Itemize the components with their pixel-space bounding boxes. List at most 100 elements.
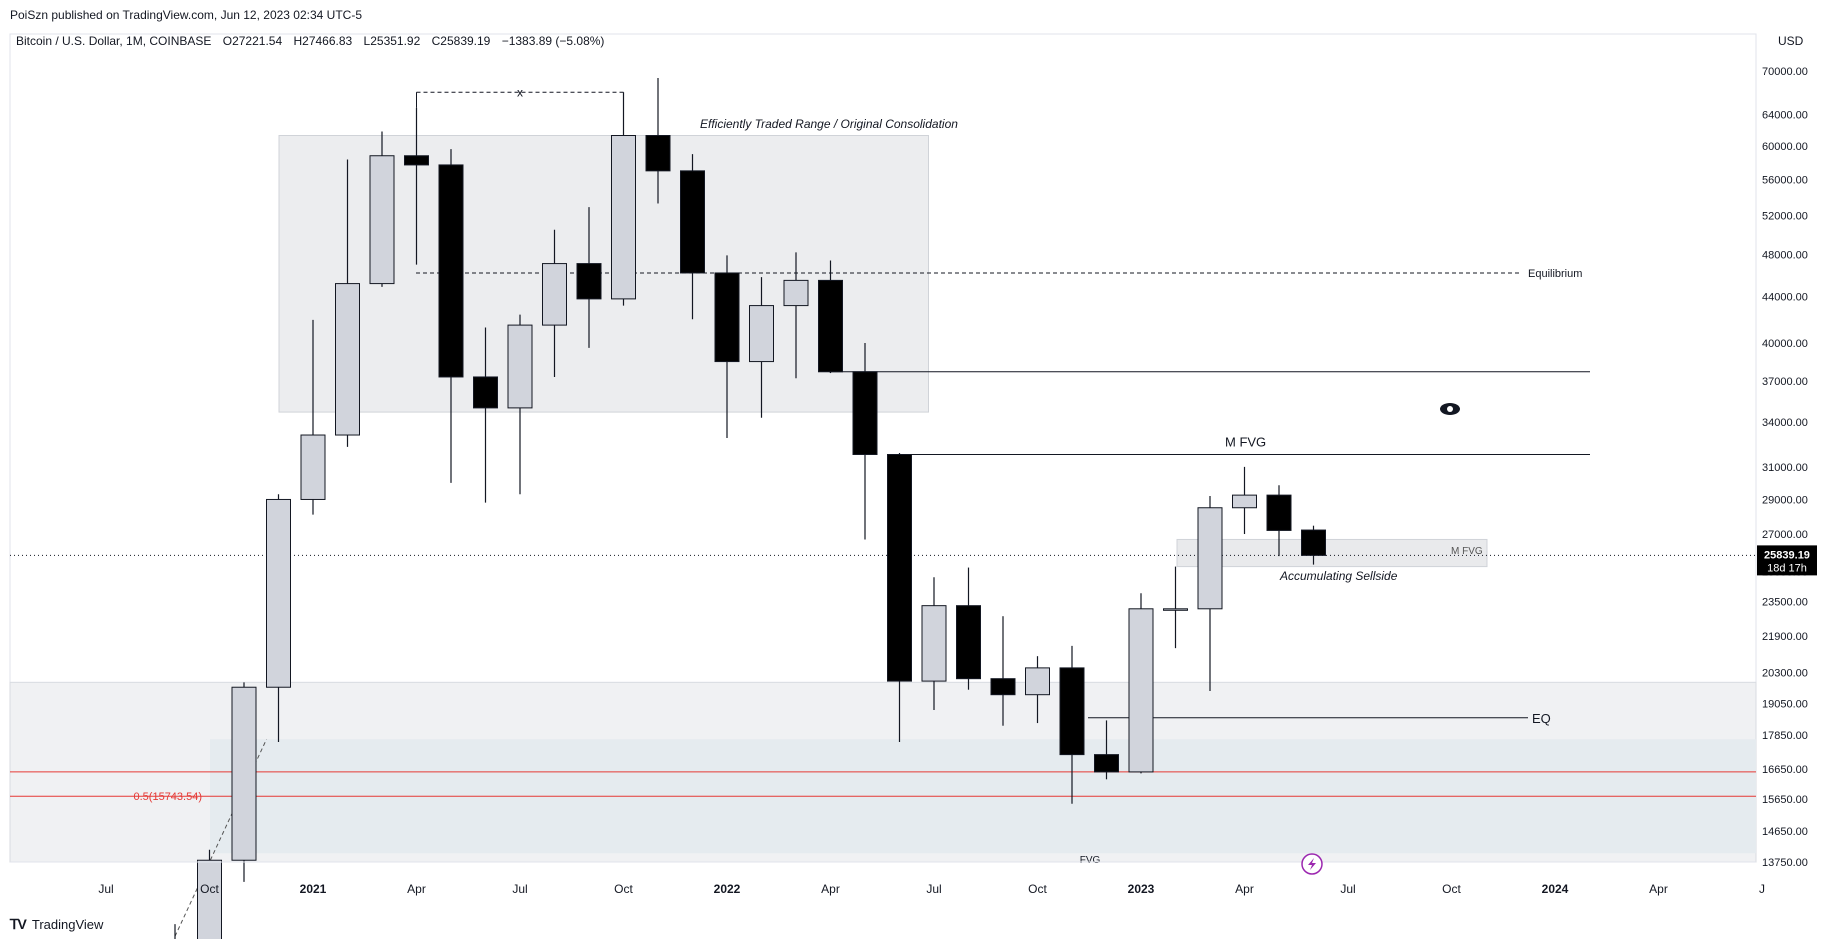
accumulating-label: Accumulating Sellside: [1279, 569, 1398, 583]
candle-body[interactable]: [1301, 529, 1326, 556]
candle-body[interactable]: [335, 283, 360, 436]
eq-label: EQ: [1532, 711, 1551, 726]
candle-body[interactable]: [990, 678, 1016, 696]
candle-body[interactable]: [1266, 494, 1292, 531]
y-tick-label: 29000.00: [1762, 494, 1808, 506]
symbol-legend: Bitcoin / U.S. Dollar, 1M, COINBASE O272…: [16, 34, 612, 48]
candle-body[interactable]: [1059, 667, 1085, 756]
x-tick-label: 2021: [300, 882, 327, 896]
x-tick-label: Apr: [407, 882, 426, 896]
candle-body[interactable]: [231, 686, 257, 861]
x-tick-label: J: [1759, 882, 1765, 896]
x-tick-label: 2024: [1542, 882, 1569, 896]
candle-body[interactable]: [1128, 608, 1154, 773]
equilibrium-label: Equilibrium: [1528, 268, 1582, 280]
x-tick-label: Oct: [1442, 882, 1461, 896]
range-label: Efficiently Traded Range / Original Cons…: [700, 117, 958, 131]
eye-icon[interactable]: [1440, 403, 1460, 415]
footer-brand: ꓔV TradingView: [10, 916, 103, 933]
candle-body[interactable]: [1197, 507, 1223, 610]
candle-body[interactable]: [783, 279, 809, 307]
x-tick-label: Apr: [1649, 882, 1668, 896]
brand-name: TradingView: [31, 917, 104, 932]
fib-05-label: 0.5(15743.54): [134, 791, 203, 803]
x-tick-label: Jul: [98, 882, 113, 896]
y-tick-label: 40000.00: [1762, 338, 1808, 350]
y-tick-label: 13750.00: [1762, 857, 1808, 869]
x-tick-label: Jul: [1340, 882, 1355, 896]
x-tick-label: Oct: [614, 882, 633, 896]
candle-body[interactable]: [1025, 667, 1050, 696]
y-tick-label: 44000.00: [1762, 292, 1808, 304]
y-tick-label: 70000.00: [1762, 66, 1808, 78]
candle-body[interactable]: [749, 305, 774, 363]
x-tick-label: Oct: [200, 882, 219, 896]
y-tick-label: 16650.00: [1762, 764, 1808, 776]
mfvg-label: M FVG: [1225, 434, 1266, 449]
candle-body[interactable]: [1094, 754, 1119, 773]
candle-body[interactable]: [576, 263, 602, 300]
candle-body[interactable]: [266, 498, 291, 688]
x-tick-label: 2023: [1128, 882, 1155, 896]
ohlc-change: −1383.89 (−5.08%): [501, 34, 605, 48]
mfvg-small-label: M FVG: [1451, 546, 1483, 557]
candle-body[interactable]: [1163, 608, 1188, 611]
candle-body[interactable]: [680, 170, 705, 274]
y-tick-label: 19050.00: [1762, 699, 1808, 711]
symbol-name[interactable]: Bitcoin / U.S. Dollar, 1M, COINBASE: [16, 34, 212, 48]
x-tick-label: Jul: [926, 882, 941, 896]
y-tick-label: 34000.00: [1762, 417, 1808, 429]
y-tick-label: 21900.00: [1762, 631, 1808, 643]
candle-body[interactable]: [404, 155, 429, 166]
y-tick-label: 20300.00: [1762, 668, 1808, 680]
x-mark-label: x: [517, 85, 523, 99]
trend-connector: [174, 739, 267, 937]
candle-body[interactable]: [611, 135, 636, 300]
price-badge-countdown: 18d 17h: [1767, 562, 1807, 574]
y-tick-label: 23500.00: [1762, 597, 1808, 609]
y-tick-label: 52000.00: [1762, 210, 1808, 222]
candle-body[interactable]: [645, 135, 671, 172]
y-tick-label: 17850.00: [1762, 730, 1808, 742]
price-badge: [1757, 545, 1817, 576]
candle-body[interactable]: [818, 279, 843, 373]
mfvg-small-box: [1176, 538, 1488, 568]
currency-label: USD: [1778, 34, 1804, 48]
candle-body[interactable]: [438, 164, 464, 378]
candle-body[interactable]: [369, 155, 395, 285]
y-tick-label: 56000.00: [1762, 174, 1808, 186]
y-tick-label: 31000.00: [1762, 462, 1808, 474]
x-tick-label: Jul: [512, 882, 527, 896]
y-tick-label: 15650.00: [1762, 794, 1808, 806]
candle-body[interactable]: [542, 263, 567, 326]
x-tick-label: 2022: [714, 882, 741, 896]
y-tick-label: 64000.00: [1762, 110, 1808, 122]
candle-body[interactable]: [197, 859, 222, 939]
price-badge-value: 25839.19: [1764, 549, 1810, 561]
candle-body[interactable]: [921, 605, 947, 682]
candle-body[interactable]: [300, 434, 326, 500]
lightning-icon[interactable]: [1301, 853, 1323, 875]
y-tick-label: 60000.00: [1762, 141, 1808, 153]
candle-body[interactable]: [887, 453, 912, 682]
ohlc-close: C25839.19: [431, 34, 491, 48]
y-tick-label: 37000.00: [1762, 376, 1808, 388]
ohlc-high: H27466.83: [293, 34, 353, 48]
candle-body[interactable]: [714, 272, 740, 363]
ohlc-open: O27221.54: [222, 34, 283, 48]
candle-body[interactable]: [956, 605, 981, 680]
y-tick-label: 48000.00: [1762, 249, 1808, 261]
fvg-label: FVG: [1080, 855, 1101, 866]
candle-body[interactable]: [473, 376, 498, 409]
x-tick-label: Oct: [1028, 882, 1047, 896]
y-tick-label: 14650.00: [1762, 826, 1808, 838]
candle-body[interactable]: [852, 371, 878, 455]
x-tick-label: Apr: [1235, 882, 1254, 896]
candle-body[interactable]: [507, 324, 533, 409]
ohlc-low: L25351.92: [363, 34, 421, 48]
candle-body[interactable]: [1232, 494, 1257, 509]
y-tick-label: 27000.00: [1762, 529, 1808, 541]
x-tick-label: Apr: [821, 882, 840, 896]
published-info: PoiSzn published on TradingView.com, Jun…: [10, 8, 362, 22]
